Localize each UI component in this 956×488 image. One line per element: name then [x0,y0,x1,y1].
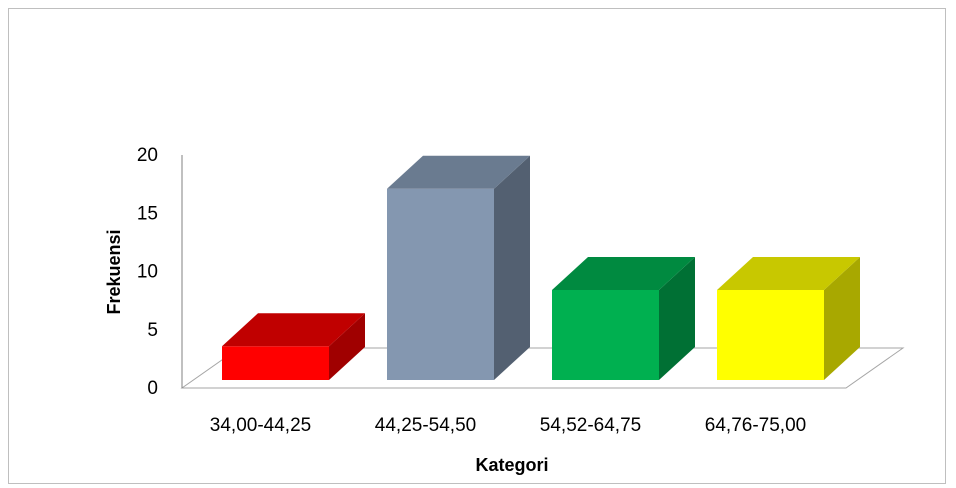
y-tick-label: 20 [137,145,158,166]
y-axis-title: Frekuensi [104,229,124,314]
bar-top [717,257,860,290]
bar-front [552,290,659,380]
bar-front [222,346,329,380]
y-tick-label: 10 [137,262,158,283]
x-axis-title: Kategori [475,455,548,475]
bars [222,155,860,380]
bar-front [387,188,494,380]
y-tick-label: 5 [147,320,158,341]
bar [717,257,860,380]
bar [552,257,695,380]
x-tick-label: 64,76-75,00 [705,415,806,436]
x-tick-label: 54,52-64,75 [540,415,641,436]
y-tick-label: 0 [147,378,158,399]
bar-top [552,257,695,290]
bar-front [717,290,824,380]
y-tick-labels: 0 5 10 15 20 [137,145,158,399]
bar-side [329,313,365,380]
bar-side [659,257,695,380]
x-tick-label: 34,00-44,25 [210,415,311,436]
y-tick-label: 15 [137,203,158,224]
x-tick-labels: 34,00-44,25 44,25-54,50 54,52-64,75 64,7… [210,415,806,436]
bar-side [824,257,860,380]
bar [387,155,530,380]
x-tick-label: 44,25-54,50 [375,415,476,436]
bar-side [494,155,530,380]
bar-top [387,155,530,189]
bar-top [222,313,365,347]
bar [222,313,365,380]
